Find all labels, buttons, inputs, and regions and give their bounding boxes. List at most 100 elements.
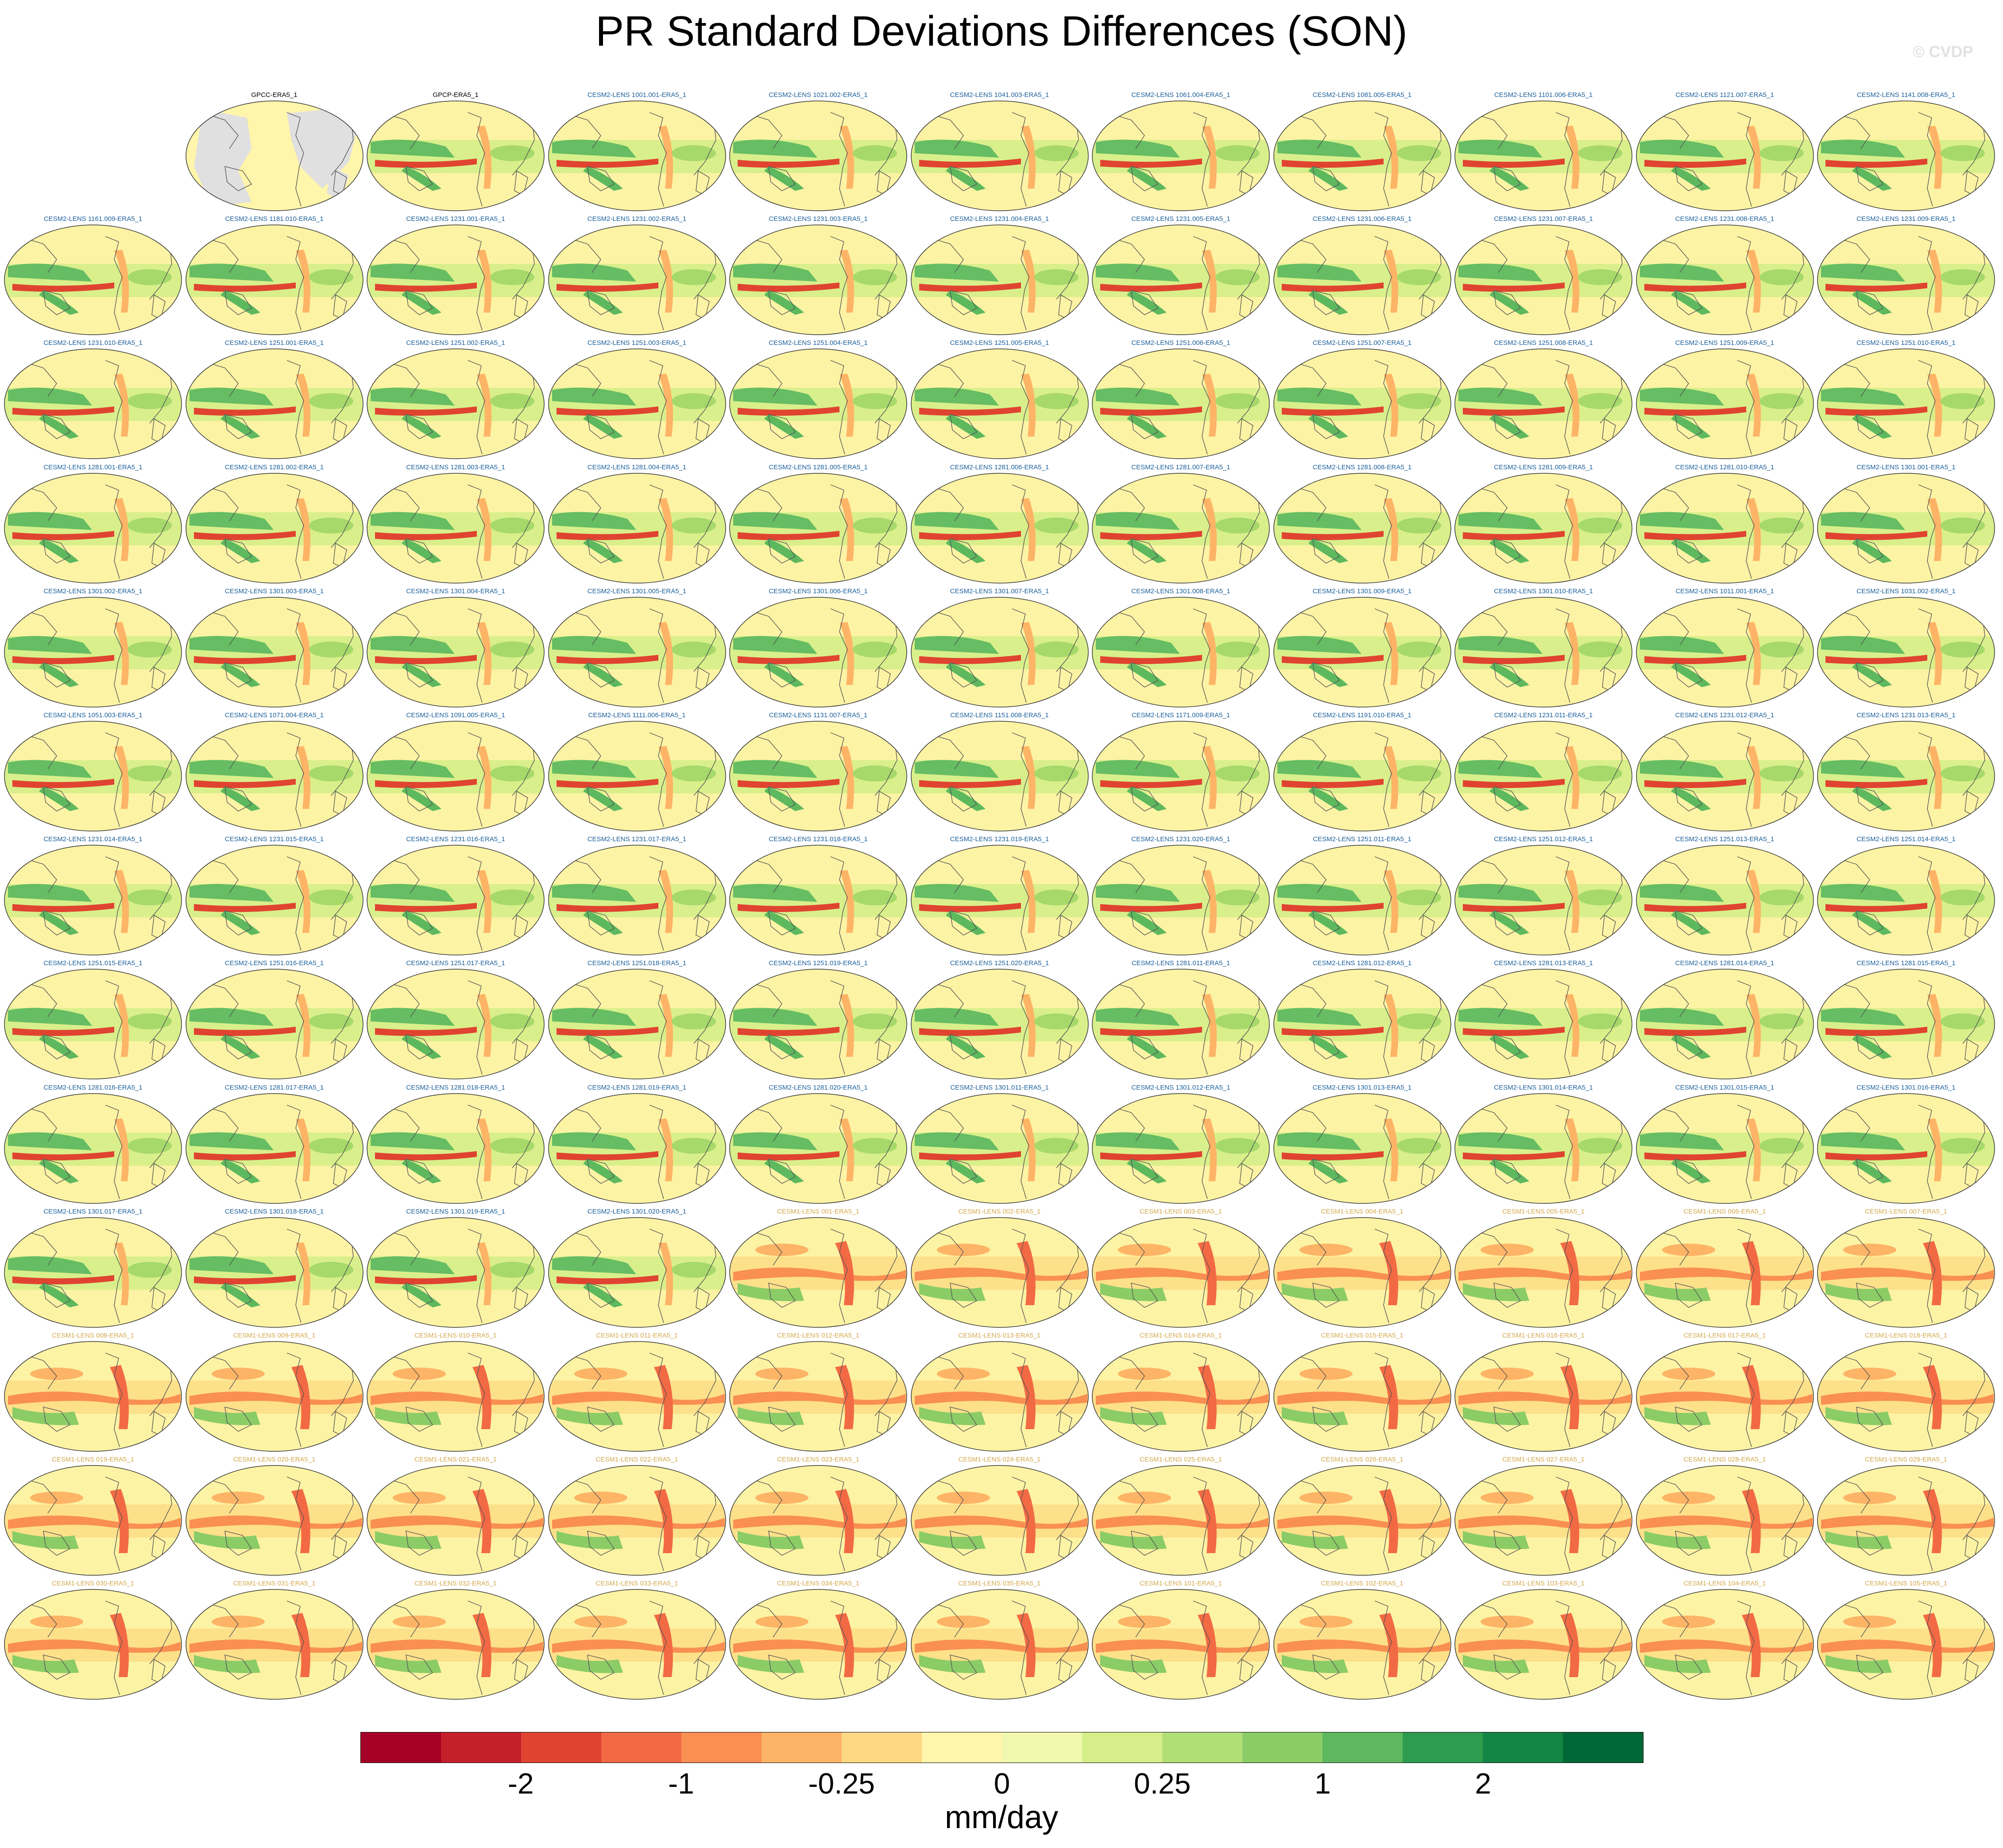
map-panel: CESM2-LENS 1231.017-ERA5_1: [548, 835, 727, 956]
panel-title: CESM1-LENS 019-ERA5_1: [52, 1456, 134, 1464]
global-map: [729, 969, 907, 1080]
panel-title: CESM2-LENS 1231.006-ERA5_1: [1312, 215, 1412, 223]
panel-title: CESM2-LENS 1251.006-ERA5_1: [1131, 339, 1230, 347]
global-map: [4, 1217, 182, 1328]
map-panel: CESM2-LENS 1301.009-ERA5_1: [1273, 588, 1452, 708]
colorbar-box: [1563, 1732, 1643, 1763]
colorbar-box: [1162, 1732, 1242, 1763]
map-panel: CESM1-LENS 004-ERA5_1: [1273, 1208, 1452, 1328]
panel-title: CESM2-LENS 1251.010-ERA5_1: [1856, 339, 1956, 347]
map-panel: CESM2-LENS 1281.005-ERA5_1: [729, 464, 908, 584]
panel-title: CESM2-LENS 1091.005-ERA5_1: [406, 711, 505, 719]
map-panel: GPCC-ERA5_1: [185, 91, 364, 212]
map-panel: CESM2-LENS 1301.013-ERA5_1: [1273, 1084, 1452, 1204]
global-map: [367, 845, 545, 955]
global-map: [1092, 1093, 1270, 1204]
panel-title: CESM2-LENS 1301.006-ERA5_1: [769, 587, 868, 595]
global-map: [1454, 1093, 1632, 1204]
global-map: [1454, 1341, 1632, 1452]
panel-title: CESM2-LENS 1231.002-ERA5_1: [587, 215, 687, 223]
global-map: [548, 845, 726, 955]
global-map: [729, 721, 907, 831]
panel-title: CESM2-LENS 1281.004-ERA5_1: [587, 463, 687, 471]
global-map: [4, 1589, 182, 1700]
map-panel: CESM2-LENS 1301.004-ERA5_1: [366, 588, 545, 708]
colorbar-box: [1322, 1732, 1403, 1763]
colorbar-box: [521, 1732, 601, 1763]
global-map: [367, 348, 545, 460]
map-panel: CESM2-LENS 1301.006-ERA5_1: [729, 588, 908, 708]
panel-title: CESM2-LENS 1301.012-ERA5_1: [1131, 1083, 1230, 1091]
global-map: [1817, 721, 1995, 831]
panel-title: CESM2-LENS 1071.004-ERA5_1: [224, 711, 324, 719]
panel-title: CESM1-LENS 020-ERA5_1: [233, 1456, 316, 1464]
panel-title: CESM2-LENS 1281.001-ERA5_1: [43, 463, 143, 471]
global-map: [729, 1093, 907, 1204]
map-panel: CESM2-LENS 1121.007-ERA5_1: [1636, 91, 1814, 212]
map-panel: CESM2-LENS 1031.002-ERA5_1: [1817, 588, 1995, 708]
map-panel: CESM2-LENS 1301.010-ERA5_1: [1454, 588, 1633, 708]
global-map: [729, 1217, 907, 1328]
global-map: [729, 845, 907, 955]
colorbar-box: [842, 1732, 922, 1763]
map-panel: CESM2-LENS 1231.006-ERA5_1: [1273, 215, 1452, 336]
global-map: [4, 969, 182, 1080]
map-panel: CESM2-LENS 1281.009-ERA5_1: [1454, 464, 1633, 584]
global-map: [4, 721, 182, 831]
map-panel: CESM2-LENS 1301.016-ERA5_1: [1817, 1084, 1995, 1204]
global-map: [729, 348, 907, 460]
colorbar: [360, 1732, 1643, 1763]
map-panel: CESM2-LENS 1251.006-ERA5_1: [1091, 339, 1270, 460]
panel-title: CESM2-LENS 1231.011-ERA5_1: [1494, 711, 1593, 719]
global-map: [4, 1341, 182, 1452]
colorbar-box: [361, 1732, 441, 1763]
colorbar-tick-label: -1: [668, 1767, 694, 1800]
panel-title: CESM2-LENS 1061.004-ERA5_1: [1131, 91, 1230, 99]
colorbar-tick-labels: -2 -1 -0.25 0 0.25 1 2: [0, 1767, 2003, 1802]
global-map: [367, 472, 545, 584]
map-panel: CESM2-LENS 1281.019-ERA5_1: [548, 1084, 727, 1204]
panel-title: CESM1-LENS 029-ERA5_1: [1865, 1456, 1947, 1464]
global-map: [1817, 1341, 1995, 1452]
panel-title: CESM2-LENS 1301.005-ERA5_1: [587, 587, 687, 595]
map-panel: CESM2-LENS 1301.014-ERA5_1: [1454, 1084, 1633, 1204]
global-map: [910, 472, 1089, 584]
map-panel: CESM1-LENS 021-ERA5_1: [366, 1456, 545, 1576]
map-panel: CESM1-LENS 031-ERA5_1: [185, 1580, 364, 1700]
panel-title: GPCP-ERA5_1: [433, 91, 479, 99]
panel-title: CESM1-LENS 034-ERA5_1: [777, 1580, 859, 1588]
map-panel: CESM2-LENS 1191.010-ERA5_1: [1273, 711, 1452, 832]
panel-title: CESM2-LENS 1281.009-ERA5_1: [1494, 463, 1593, 471]
panel-title: CESM2-LENS 1301.010-ERA5_1: [1494, 587, 1593, 595]
global-map: [1273, 224, 1451, 335]
global-map: [1273, 472, 1451, 584]
map-panel: CESM2-LENS 1281.020-ERA5_1: [729, 1084, 908, 1204]
map-panel: CESM1-LENS 019-ERA5_1: [4, 1456, 182, 1576]
panel-title: CESM2-LENS 1141.008-ERA5_1: [1856, 91, 1956, 99]
global-map: [367, 101, 545, 211]
panel-title: CESM2-LENS 1281.016-ERA5_1: [43, 1083, 143, 1091]
panel-title: CESM2-LENS 1231.005-ERA5_1: [1131, 215, 1230, 223]
map-panel: CESM2-LENS 1161.009-ERA5_1: [4, 215, 182, 336]
panel-title: GPCC-ERA5_1: [251, 91, 298, 99]
global-map: [1817, 1589, 1995, 1700]
global-map: [4, 1465, 182, 1576]
panel-title: CESM2-LENS 1251.015-ERA5_1: [43, 959, 143, 967]
global-map: [1273, 597, 1451, 707]
global-map: [910, 845, 1089, 955]
map-panel: CESM2-LENS 1231.010-ERA5_1: [4, 339, 182, 460]
panel-title: CESM2-LENS 1021.002-ERA5_1: [769, 91, 868, 99]
panel-title: CESM2-LENS 1251.018-ERA5_1: [587, 959, 687, 967]
panel-title: CESM2-LENS 1281.015-ERA5_1: [1856, 959, 1956, 967]
map-panel: CESM2-LENS 1131.007-ERA5_1: [729, 711, 908, 832]
map-panel: CESM2-LENS 1111.006-ERA5_1: [548, 711, 727, 832]
panel-title: CESM2-LENS 1251.005-ERA5_1: [950, 339, 1049, 347]
map-panel: CESM2-LENS 1281.015-ERA5_1: [1817, 959, 1995, 1080]
global-map: [910, 224, 1089, 335]
panel-title: CESM1-LENS 002-ERA5_1: [958, 1207, 1041, 1215]
global-map: [548, 1341, 726, 1452]
map-panel: CESM1-LENS 020-ERA5_1: [185, 1456, 364, 1576]
map-panel: CESM2-LENS 1231.008-ERA5_1: [1636, 215, 1814, 336]
panel-title: CESM2-LENS 1301.015-ERA5_1: [1675, 1083, 1775, 1091]
global-map: [729, 1589, 907, 1700]
